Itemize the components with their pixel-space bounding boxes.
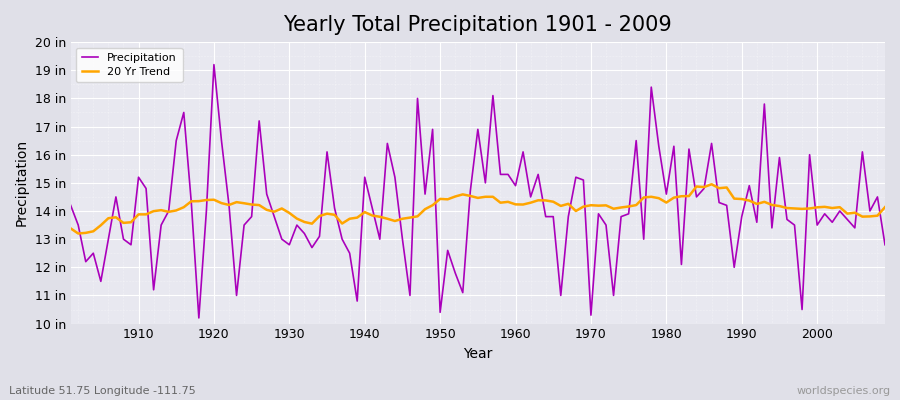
Line: Precipitation: Precipitation [71,65,885,318]
Text: Latitude 51.75 Longitude -111.75: Latitude 51.75 Longitude -111.75 [9,386,196,396]
20 Yr Trend [879,205,890,210]
Text: worldspecies.org: worldspecies.org [796,386,891,396]
Legend: Precipitation, 20 Yr Trend: Precipitation, 20 Yr Trend [76,48,183,82]
Precipitation [307,245,318,250]
Precipitation [126,242,137,247]
20 Yr Trend [73,231,84,236]
Precipitation [518,150,528,154]
20 Yr Trend [345,216,356,221]
Line: 20 Yr Trend: 20 Yr Trend [71,184,885,234]
20 Yr Trend [510,202,521,207]
X-axis label: Year: Year [464,347,492,361]
Precipitation [879,242,890,247]
20 Yr Trend [133,212,144,217]
20 Yr Trend [299,220,310,224]
Y-axis label: Precipitation: Precipitation [15,139,29,226]
Title: Yearly Total Precipitation 1901 - 2009: Yearly Total Precipitation 1901 - 2009 [284,15,672,35]
Precipitation [352,299,363,304]
20 Yr Trend [518,202,528,207]
Precipitation [66,203,77,208]
20 Yr Trend [66,226,77,231]
Precipitation [526,194,536,199]
Precipitation [616,214,626,219]
Precipitation [194,316,204,320]
20 Yr Trend [706,182,717,187]
Precipitation [209,62,220,67]
20 Yr Trend [608,206,619,211]
